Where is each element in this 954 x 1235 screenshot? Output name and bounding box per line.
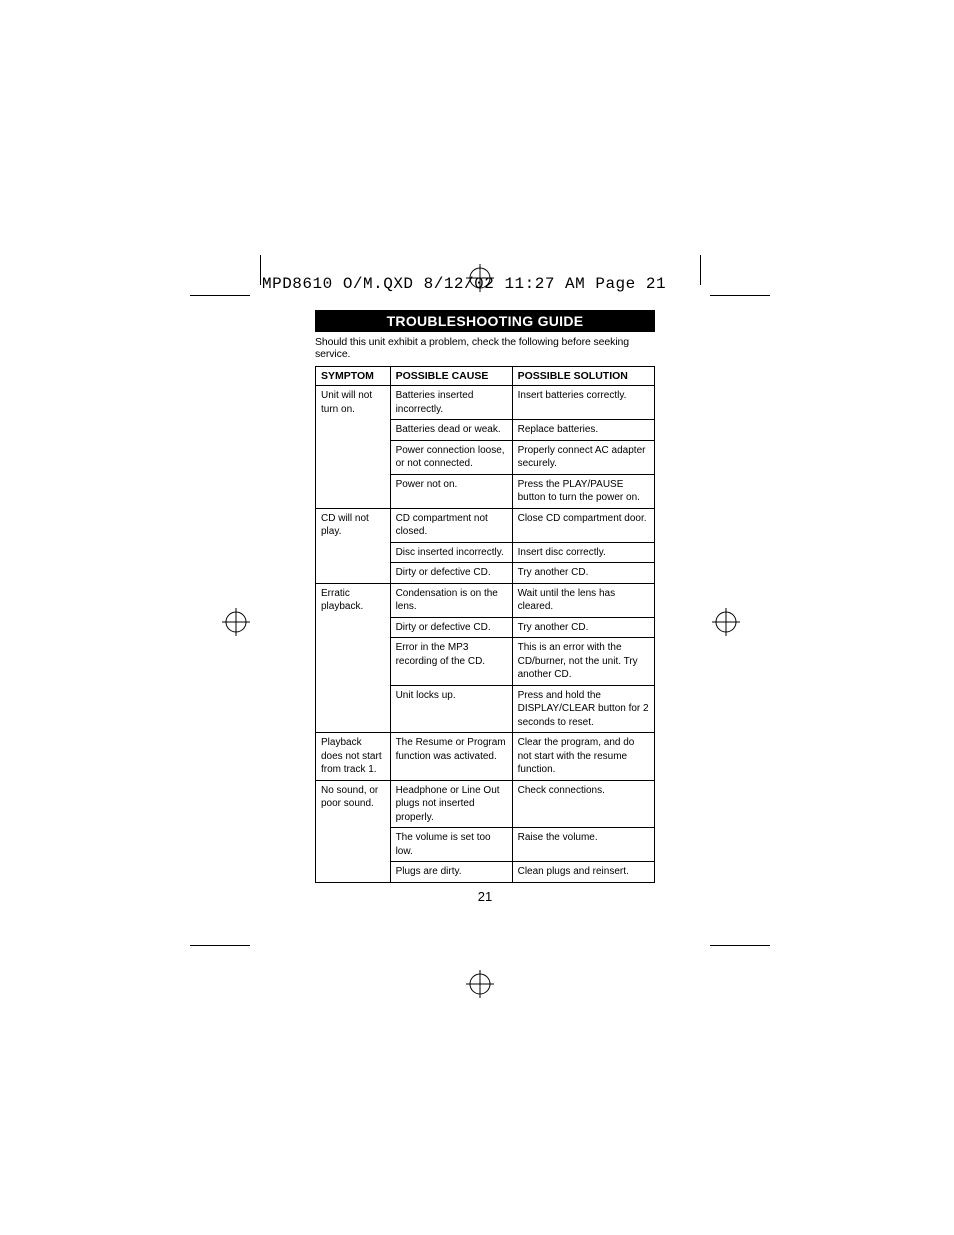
cause-cell: Batteries dead or weak. [390,420,512,441]
cause-cell: Headphone or Line Out plugs not inserted… [390,780,512,828]
solution-cell: Insert disc correctly. [512,542,654,563]
symptom-cell: Unit will not turn on. [316,386,391,509]
cause-cell: Disc inserted incorrectly. [390,542,512,563]
running-head: MPD8610 O/M.QXD 8/12/02 11:27 AM Page 21 [262,275,666,293]
section-title: TROUBLESHOOTING GUIDE [315,310,655,332]
solution-cell: Properly connect AC adapter securely. [512,440,654,474]
cause-cell: Condensation is on the lens. [390,583,512,617]
solution-cell: Wait until the lens has cleared. [512,583,654,617]
table-row: Erratic playback.Condensation is on the … [316,583,655,617]
solution-cell: Insert batteries correctly. [512,386,654,420]
cause-cell: Power not on. [390,474,512,508]
intro-text: Should this unit exhibit a problem, chec… [315,336,655,360]
table-header-row: SYMPTOM POSSIBLE CAUSE POSSIBLE SOLUTION [316,367,655,386]
header-cause: POSSIBLE CAUSE [390,367,512,386]
cause-cell: Batteries inserted incorrectly. [390,386,512,420]
solution-cell: Clear the program, and do not start with… [512,733,654,781]
crop-mark [260,255,261,256]
solution-cell: This is an error with the CD/burner, not… [512,638,654,686]
solution-cell: Raise the volume. [512,828,654,862]
crop-mark [260,255,261,285]
solution-cell: Press and hold the DISPLAY/CLEAR button … [512,685,654,733]
solution-cell: Press the PLAY/PAUSE button to turn the … [512,474,654,508]
solution-cell: Clean plugs and reinsert. [512,862,654,883]
registration-mark [222,608,250,636]
cause-cell: Error in the MP3 recording of the CD. [390,638,512,686]
solution-cell: Check connections. [512,780,654,828]
page-number: 21 [315,889,655,904]
cause-cell: Unit locks up. [390,685,512,733]
crop-mark [710,945,770,946]
troubleshooting-table: SYMPTOM POSSIBLE CAUSE POSSIBLE SOLUTION… [315,366,655,883]
cause-cell: Dirty or defective CD. [390,563,512,584]
table-row: No sound, or poor sound.Headphone or Lin… [316,780,655,828]
crop-mark [700,255,701,285]
registration-mark-bottom [466,970,494,1003]
solution-cell: Replace batteries. [512,420,654,441]
table-row: Playback does not start from track 1.The… [316,733,655,781]
symptom-cell: Playback does not start from track 1. [316,733,391,781]
table-row: CD will not play.CD compartment not clos… [316,508,655,542]
symptom-cell: CD will not play. [316,508,391,583]
crop-mark [710,295,770,296]
cause-cell: Plugs are dirty. [390,862,512,883]
header-solution: POSSIBLE SOLUTION [512,367,654,386]
registration-mark [712,608,740,636]
table-row: Unit will not turn on.Batteries inserted… [316,386,655,420]
cause-cell: Dirty or defective CD. [390,617,512,638]
cause-cell: Power connection loose, or not connected… [390,440,512,474]
symptom-cell: Erratic playback. [316,583,391,733]
cause-cell: CD compartment not closed. [390,508,512,542]
cause-cell: The Resume or Program function was activ… [390,733,512,781]
solution-cell: Try another CD. [512,563,654,584]
page-content: TROUBLESHOOTING GUIDE Should this unit e… [315,310,655,904]
solution-cell: Try another CD. [512,617,654,638]
cause-cell: The volume is set too low. [390,828,512,862]
symptom-cell: No sound, or poor sound. [316,780,391,882]
solution-cell: Close CD compartment door. [512,508,654,542]
crop-mark [190,945,250,946]
crop-mark [190,295,250,296]
header-symptom: SYMPTOM [316,367,391,386]
